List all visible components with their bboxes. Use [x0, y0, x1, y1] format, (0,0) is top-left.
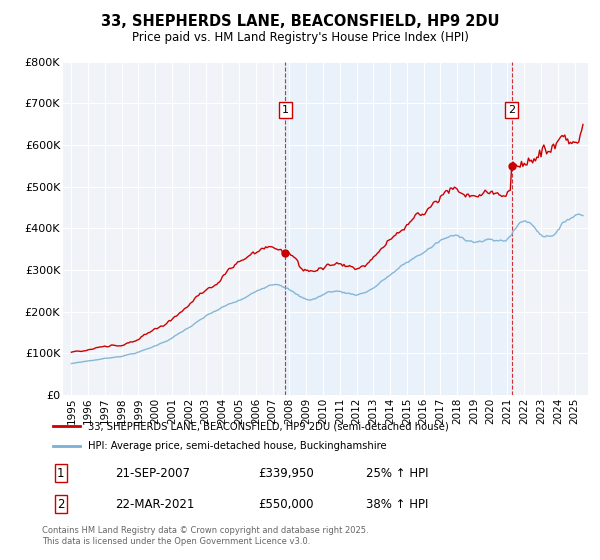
Text: 1: 1	[57, 467, 65, 480]
Text: 1: 1	[282, 105, 289, 115]
Text: 21-SEP-2007: 21-SEP-2007	[115, 467, 190, 480]
Text: 38% ↑ HPI: 38% ↑ HPI	[366, 498, 428, 511]
Text: 2: 2	[57, 498, 65, 511]
Text: 33, SHEPHERDS LANE, BEACONSFIELD, HP9 2DU (semi-detached house): 33, SHEPHERDS LANE, BEACONSFIELD, HP9 2D…	[88, 421, 449, 431]
Text: HPI: Average price, semi-detached house, Buckinghamshire: HPI: Average price, semi-detached house,…	[88, 441, 386, 451]
Text: £550,000: £550,000	[258, 498, 314, 511]
Text: 22-MAR-2021: 22-MAR-2021	[115, 498, 194, 511]
Text: Contains HM Land Registry data © Crown copyright and database right 2025.
This d: Contains HM Land Registry data © Crown c…	[42, 526, 368, 546]
Text: 25% ↑ HPI: 25% ↑ HPI	[366, 467, 428, 480]
Text: 2: 2	[508, 105, 515, 115]
Text: 33, SHEPHERDS LANE, BEACONSFIELD, HP9 2DU: 33, SHEPHERDS LANE, BEACONSFIELD, HP9 2D…	[101, 14, 499, 29]
Text: £339,950: £339,950	[258, 467, 314, 480]
Text: Price paid vs. HM Land Registry's House Price Index (HPI): Price paid vs. HM Land Registry's House …	[131, 31, 469, 44]
Bar	[285, 62, 512, 395]
